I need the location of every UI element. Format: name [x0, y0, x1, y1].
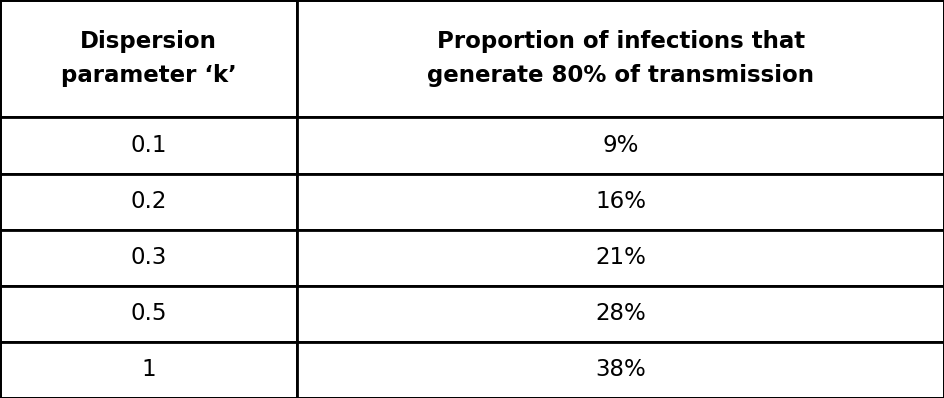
- Text: 28%: 28%: [596, 302, 646, 325]
- Text: 1: 1: [142, 359, 156, 381]
- Text: 16%: 16%: [595, 190, 647, 213]
- Bar: [297, 0, 944, 117]
- Text: 21%: 21%: [596, 246, 646, 269]
- Text: Proportion of infections that
generate 80% of transmission: Proportion of infections that generate 8…: [428, 30, 814, 87]
- Text: 9%: 9%: [602, 134, 639, 157]
- Bar: [297, 174, 944, 230]
- Bar: [297, 342, 944, 398]
- Bar: [0, 174, 297, 230]
- Text: 0.3: 0.3: [130, 246, 167, 269]
- Bar: [0, 342, 297, 398]
- Bar: [297, 230, 944, 286]
- Bar: [297, 117, 944, 174]
- Bar: [0, 286, 297, 342]
- Text: 0.2: 0.2: [130, 190, 167, 213]
- Bar: [0, 117, 297, 174]
- Text: 38%: 38%: [596, 359, 646, 381]
- Text: 0.1: 0.1: [130, 134, 167, 157]
- Bar: [0, 0, 297, 117]
- Text: 0.5: 0.5: [130, 302, 167, 325]
- Bar: [0, 230, 297, 286]
- Bar: [297, 286, 944, 342]
- Text: Dispersion
parameter ‘k’: Dispersion parameter ‘k’: [60, 30, 237, 87]
